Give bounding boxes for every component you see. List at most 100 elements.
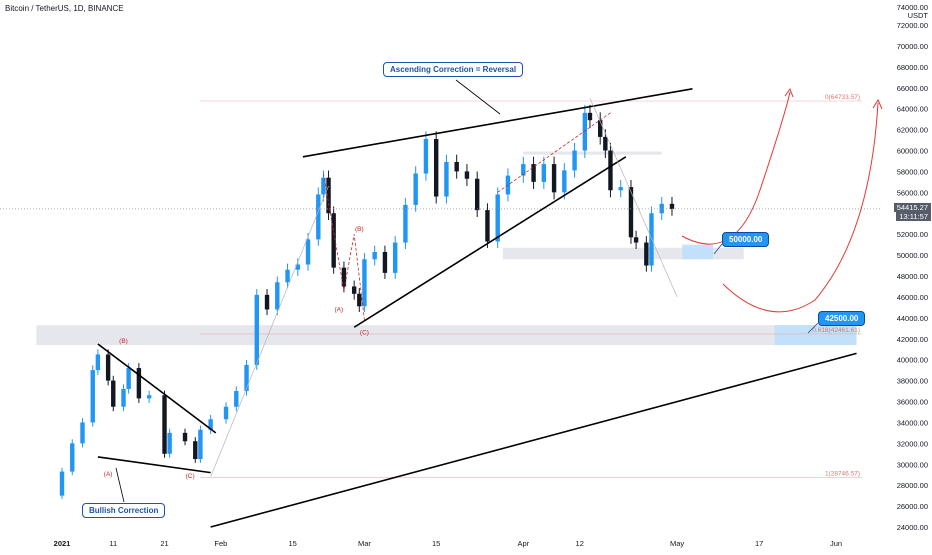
y-tick-label: 42000.00 [897,335,928,344]
callout-leader [713,243,723,255]
candle-body [444,162,449,197]
wave-label: (B) [355,226,364,233]
y-tick-label: 24000.00 [897,523,928,532]
y-tick-label: 50000.00 [897,251,928,260]
wedge-top [302,88,693,158]
x-tick-label: 17 [755,539,763,548]
candle-body [59,471,65,496]
y-tick-label: 56000.00 [897,188,928,197]
candle-body [254,294,259,365]
bullish-correction-callout[interactable]: Bullish Correction [82,503,166,518]
candle-body [382,251,388,273]
x-tick-label: Apr [517,539,529,548]
candle-body [146,395,152,399]
x-tick-label: 12 [576,539,584,548]
candle-body [633,237,639,243]
candle-body [541,164,547,182]
candle-body [105,354,111,381]
y-tick-label: 26000.00 [897,502,928,511]
wave-label: (B) [119,338,128,345]
callout-leader [455,79,501,115]
wave-label: (A) [104,471,113,478]
candle-body [413,173,418,205]
projection-path-50000 [681,91,791,245]
wave-label: (A) [334,307,343,314]
x-tick-label: 2021 [54,539,71,548]
candle-body [659,203,664,214]
candle-body [198,429,203,460]
candle-body [572,150,577,171]
y-tick-label: 30000.00 [897,460,928,469]
fib-label: 0(64733.57) [825,94,860,101]
resistance-zone-60000 [523,151,662,155]
candle-body [126,368,131,389]
candle-body [331,213,336,268]
candle-body [111,380,116,407]
candle-body [95,354,101,371]
target-zone-50000 [682,244,713,260]
target-42500-callout[interactable]: 42500.00 [818,311,866,326]
candle-body [136,368,142,399]
fib-layer: 0(64733.57) 0.618(42461.61) 1(28746.57) [200,94,862,478]
target-50000-callout[interactable]: 50000.00 [722,232,770,247]
zones-layer [36,151,857,346]
candles-layer [59,104,675,500]
support-zone-42500 [36,325,857,346]
candle-body [531,164,536,182]
fib-label: 0.618(42461.61) [812,327,860,334]
y-axis-top-label: 74000.00 [897,3,928,12]
x-tick-label: May [670,539,684,548]
candle-body [264,294,270,310]
y-tick-label: 38000.00 [897,377,928,386]
projection-arrowhead [784,87,794,98]
wave-layer: (B) (A) (C) (B) (A) (C) [104,87,883,480]
candle-body [587,112,593,121]
candle-body [121,388,126,407]
x-tick-label: 11 [109,539,117,548]
projection-arrowhead [872,98,883,110]
ascending-correction-callout[interactable]: Ascending Correction = Reversal [383,62,524,77]
candle-body [608,150,613,191]
candle-body [603,136,608,151]
y-tick-label: 68000.00 [897,63,928,72]
y-tick-label: 62000.00 [897,126,928,135]
candle-body [649,213,654,266]
descending-triangle-bottom [97,456,211,474]
y-tick-label: 40000.00 [897,356,928,365]
candle-body [562,170,567,193]
x-tick-label: 21 [160,539,168,548]
x-tick-label: 15 [288,539,296,548]
callout-leader [807,322,819,334]
candle-body [521,164,526,176]
y-tick-label: 70000.00 [897,42,928,51]
y-tick-label: 48000.00 [897,272,928,281]
projection-path-42500 [722,102,879,313]
candle-body [392,242,398,273]
candle-body [618,187,623,191]
support-zone-50000 [502,247,744,260]
candle-body [582,112,588,151]
candle-body [433,138,439,197]
trendlines-layer [0,79,882,528]
candle-body [644,242,649,266]
candle-countdown: 13:11:57 [896,212,931,221]
candle-body [275,282,280,310]
candle-body [316,194,321,240]
candle-body [495,194,500,242]
y-tick-label: 58000.00 [897,167,928,176]
candle-body [485,210,490,242]
y-tick-label: 52000.00 [897,230,928,239]
y-tick-label: 34000.00 [897,418,928,427]
y-tick-label: 64000.00 [897,105,928,114]
candle-body [295,264,300,270]
y-tick-label: 44000.00 [897,314,928,323]
candle-body [182,432,188,442]
candle-body [551,164,557,193]
candle-body [223,406,229,420]
candle-body [464,171,470,179]
y-tick-label: 72000.00 [897,21,928,30]
candle-body [244,364,249,392]
